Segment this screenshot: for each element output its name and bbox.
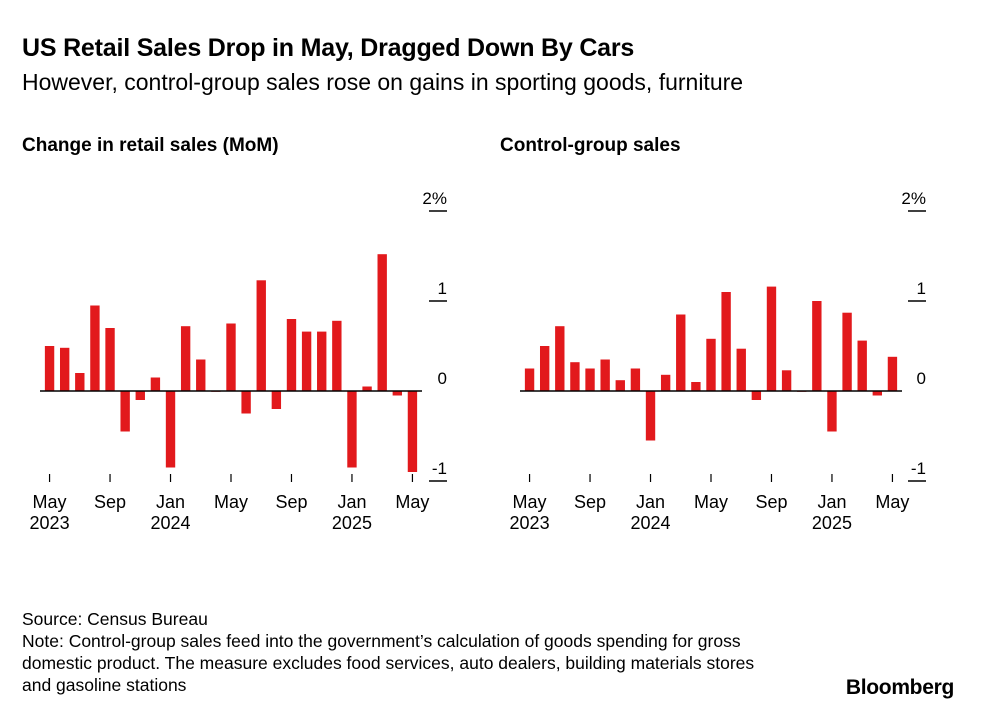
bloomberg-logo: Bloomberg <box>845 676 954 699</box>
x-tick-month-3: May <box>694 492 728 512</box>
bar-0 <box>44 346 55 391</box>
x-tick-month-0: May <box>513 492 547 512</box>
x-tick-month-4: Sep <box>275 492 307 512</box>
x-tick-month-0: May <box>33 492 67 512</box>
x-tick-month-5: Jan <box>337 492 366 512</box>
bar-10 <box>676 314 686 391</box>
y-tick-label-2: 0 <box>438 369 447 388</box>
bar-3 <box>90 305 100 391</box>
bar-13 <box>241 391 251 414</box>
x-tick-month-6: May <box>875 492 909 512</box>
bar-7 <box>630 368 641 391</box>
bar-23 <box>872 391 883 396</box>
bar-18 <box>317 331 327 391</box>
bar-17 <box>781 370 792 391</box>
bar-3 <box>570 362 580 391</box>
x-tick-month-1: Sep <box>574 492 606 512</box>
bar-7 <box>150 377 161 391</box>
bar-16 <box>286 319 297 391</box>
bar-21 <box>842 312 852 391</box>
bar-20 <box>347 391 357 468</box>
x-tick-month-5: Jan <box>817 492 846 512</box>
y-tick-label-0: 2% <box>901 189 926 208</box>
y-tick-label-3: -1 <box>911 459 926 478</box>
bar-19 <box>812 301 822 391</box>
bar-2 <box>555 326 565 391</box>
methodology-note: Note: Control-group sales feed into the … <box>22 631 755 695</box>
bar-22 <box>377 254 387 391</box>
bar-15 <box>751 391 762 400</box>
bar-23 <box>392 391 403 396</box>
x-tick-month-3: May <box>214 492 248 512</box>
y-tick-label-1: 1 <box>438 279 447 298</box>
chart-title: US Retail Sales Drop in May, Dragged Dow… <box>22 34 635 62</box>
bar-17 <box>301 331 312 391</box>
bar-9 <box>660 374 671 391</box>
source-note: Source: Census Bureau <box>22 609 208 629</box>
bar-22 <box>857 340 867 391</box>
y-tick-label-2: 0 <box>917 369 926 388</box>
bar-10 <box>196 359 206 391</box>
x-tick-year-0: 2023 <box>510 513 550 533</box>
bar-6 <box>135 391 145 400</box>
bar-15 <box>271 391 282 409</box>
bar-24 <box>887 356 898 391</box>
bar-24 <box>407 391 418 472</box>
x-tick-year-2: 2024 <box>630 513 670 533</box>
bar-11 <box>691 382 701 391</box>
bar-13 <box>721 292 731 391</box>
x-tick-year-0: 2023 <box>30 513 70 533</box>
bar-1 <box>59 347 70 391</box>
bar-21 <box>362 386 372 391</box>
bar-5 <box>600 359 610 391</box>
chart-subtitle: However, control-group sales rose on gai… <box>22 69 744 95</box>
bar-2 <box>75 373 85 391</box>
x-tick-month-2: Jan <box>636 492 665 512</box>
y-tick-label-0: 2% <box>422 189 447 208</box>
x-tick-month-4: Sep <box>755 492 787 512</box>
panel-title-retail-sales: Change in retail sales (MoM) <box>22 135 279 156</box>
bar-5 <box>120 391 130 432</box>
bar-12 <box>226 323 236 391</box>
x-tick-year-2: 2024 <box>150 513 190 533</box>
x-tick-month-2: Jan <box>156 492 185 512</box>
bar-20 <box>827 391 837 432</box>
bar-16 <box>766 286 777 391</box>
x-tick-year-5: 2025 <box>332 513 372 533</box>
bar-6 <box>615 380 625 391</box>
bar-19 <box>332 320 342 391</box>
bar-8 <box>645 391 656 441</box>
panel-title-control-group: Control-group sales <box>500 135 681 156</box>
y-tick-label-1: 1 <box>917 279 926 298</box>
x-tick-year-5: 2025 <box>812 513 852 533</box>
y-tick-label-3: -1 <box>432 459 447 478</box>
bar-4 <box>105 328 115 391</box>
x-tick-month-1: Sep <box>94 492 126 512</box>
bar-8 <box>165 391 176 468</box>
bar-9 <box>180 326 191 391</box>
bar-4 <box>585 368 595 391</box>
bar-1 <box>539 346 550 391</box>
bar-14 <box>736 348 746 391</box>
bar-14 <box>256 280 266 391</box>
bar-0 <box>524 368 535 391</box>
x-tick-month-6: May <box>395 492 429 512</box>
bar-12 <box>706 338 716 391</box>
